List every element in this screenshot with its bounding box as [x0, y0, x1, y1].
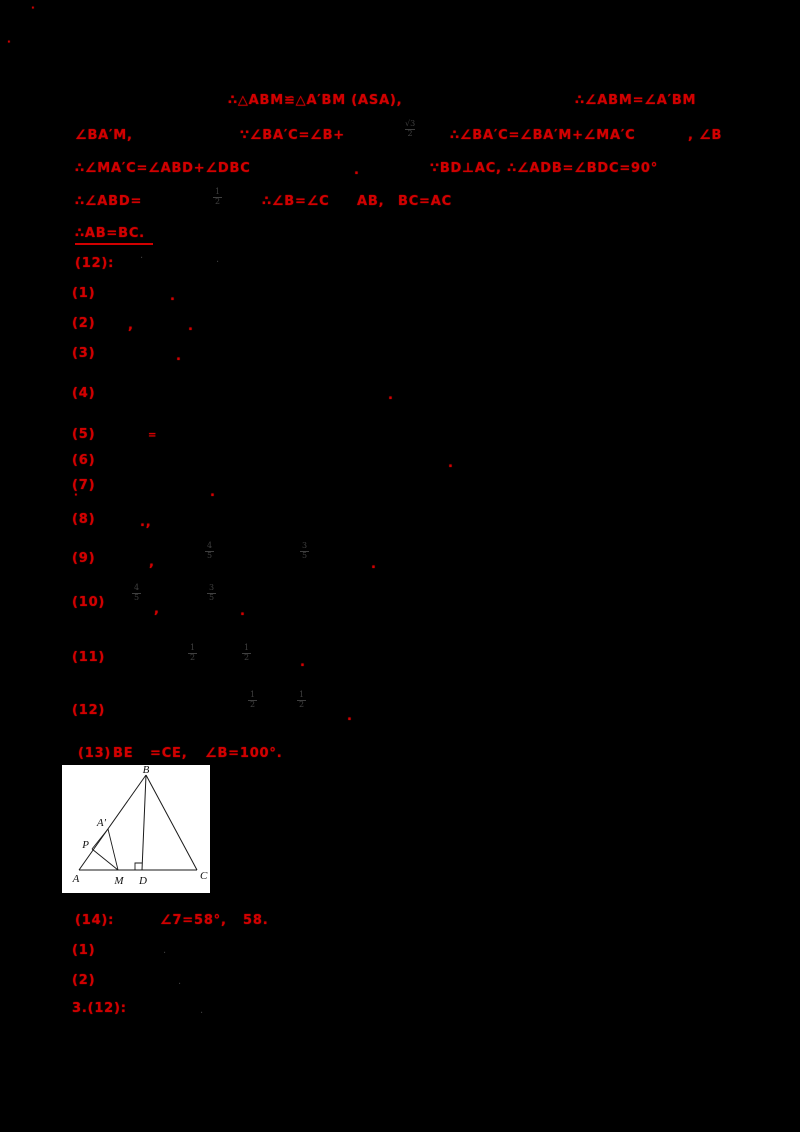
step10-mark: .: [240, 604, 246, 619]
label-C: C: [200, 870, 208, 882]
sub1-mark: ·: [163, 948, 167, 959]
step9-comma: ,: [149, 555, 155, 570]
side-AB: [78, 774, 147, 871]
altitude-BD: [141, 774, 147, 871]
step3-marker: (3): [72, 346, 96, 361]
right-angle-mark: [134, 862, 142, 870]
label-M: M: [113, 875, 124, 887]
step4-mark: .: [388, 388, 394, 403]
speck-top: ·: [31, 3, 36, 14]
side-BC: [145, 774, 198, 871]
proof-line1-right: ∴∠ABM=∠A′BM: [575, 93, 697, 108]
problem12-mark1: ·: [140, 253, 144, 264]
segment-P-M: [91, 848, 119, 871]
proof-line3-b: ∵BD⊥AC, ∴∠ADB=∠BDC=90°: [430, 161, 659, 176]
sub2-mark: ·: [178, 979, 182, 990]
proof-line3-a: ∴∠MA′C=∠ABD+∠DBC: [75, 161, 251, 176]
answer-line: ∴AB=BC.: [75, 226, 153, 245]
sub2-marker: (2): [72, 973, 96, 988]
problem15-mark: ·: [200, 1008, 204, 1019]
step2-mark: .: [188, 319, 194, 334]
step7-marker: (7): [72, 478, 96, 493]
label-A-prime: A′: [96, 817, 107, 829]
triangle-diagram: B A′ P A M D C: [72, 765, 208, 887]
step5-marker: (5): [72, 427, 96, 442]
step2-marker: (2): [72, 316, 96, 331]
proof-line4-b: ∴∠B=∠C: [262, 194, 330, 209]
problem12-mark2: ·: [216, 257, 220, 268]
step1-mark: .: [170, 289, 176, 304]
segment-P-A-prime: [91, 828, 109, 850]
proof-line1-left: ∴△ABM≌△A′BM (ASA),: [228, 93, 403, 108]
step11-marker: (11): [72, 650, 106, 665]
label-D: D: [138, 875, 147, 887]
geometry-figure: B A′ P A M D C: [62, 765, 210, 893]
step8-marker: (8): [72, 512, 96, 527]
step8-mark: .,: [140, 515, 152, 530]
step12-mark: .: [347, 709, 353, 724]
step10-comma: ,: [154, 602, 160, 617]
problem14-header: (14):: [75, 913, 115, 928]
proof-line3-dot: .: [354, 163, 360, 178]
problem12-header: (12):: [75, 256, 115, 271]
proof-line2-b: ∵∠BA′C=∠B+: [240, 128, 345, 143]
step2-comma: ,: [128, 318, 134, 333]
step3-mark: .: [176, 349, 182, 364]
proof-line2-a: ∠BA′M,: [75, 128, 133, 143]
label-P: P: [81, 839, 89, 851]
frac-line2: √3 2: [405, 119, 416, 138]
step6-mark: .: [448, 456, 454, 471]
step7-marker2: ·: [74, 490, 79, 501]
segment-A-prime-M: [107, 828, 119, 871]
step1-marker: (1): [72, 286, 96, 301]
problem13-header: (13): [78, 746, 112, 761]
step4-marker: (4): [72, 386, 96, 401]
problem15-header: 3.(12):: [72, 1001, 127, 1016]
sub1-marker: (1): [72, 943, 96, 958]
proof-line4-d: BC=AC: [398, 194, 452, 209]
problem14-c: 58.: [243, 913, 269, 928]
proof-line4-c: AB,: [357, 194, 385, 209]
problem14-b: ∠7=58°,: [160, 913, 227, 928]
step7-mark: .: [210, 485, 216, 500]
step6-marker: (6): [72, 453, 96, 468]
step12-marker: (12): [72, 703, 106, 718]
label-B: B: [143, 765, 150, 776]
step9-marker: (9): [72, 551, 96, 566]
proof-line2-c: ∴∠BA′C=∠BA′M+∠MA′C: [450, 128, 636, 143]
label-A: A: [72, 873, 80, 885]
proof-line2-d: , ∠B: [688, 128, 723, 143]
speck-left: ·: [7, 37, 12, 48]
step9-mark: .: [371, 557, 377, 572]
problem13-c: =CE,: [150, 746, 188, 761]
step5-mark: =: [148, 430, 158, 441]
problem13-d: ∠B=100°.: [205, 746, 283, 761]
step11-mark: .: [300, 655, 306, 670]
proof-line4-a: ∴∠ABD=: [75, 194, 143, 209]
step10-marker: (10): [72, 595, 106, 610]
problem13-b: BE: [113, 746, 134, 761]
